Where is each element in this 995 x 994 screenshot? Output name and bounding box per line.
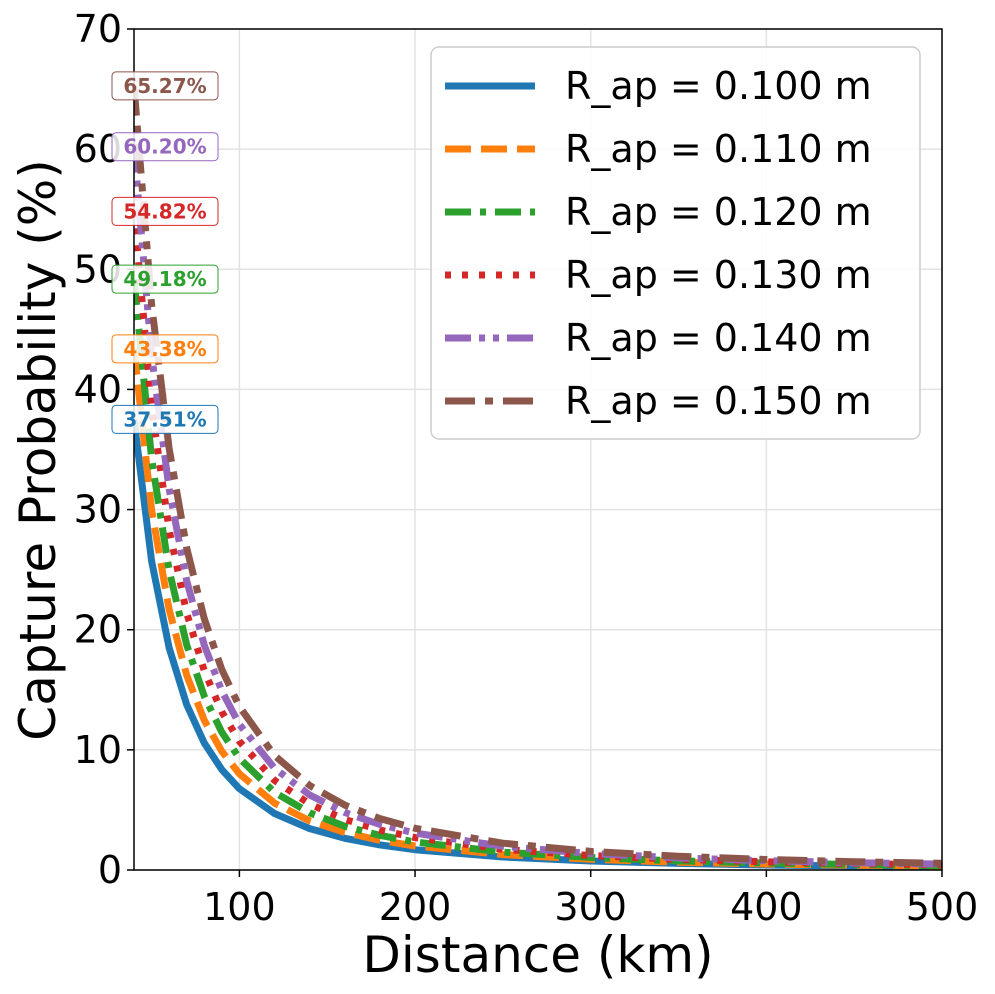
annotation-box: [111, 264, 219, 294]
annotation-label: 43.38%: [123, 337, 206, 361]
x-axis: 100 200 300 400 500: [203, 870, 978, 929]
start-value-annotations: 37.51% 43.38% 49.18% 54.82% 60.20% 65.27%: [111, 71, 219, 434]
annotation-label: 54.82%: [123, 199, 206, 223]
y-tick-label: 40: [74, 367, 122, 411]
series-line-3: [134, 278, 942, 870]
series-line-4: [134, 211, 942, 869]
annotation-5: 60.20%: [111, 132, 219, 162]
annotation-box: [111, 71, 219, 101]
y-tick-label: 70: [74, 7, 122, 51]
annotation-1: 37.51%: [111, 404, 219, 434]
x-tick-label: 400: [730, 885, 803, 929]
y-tick-label: 0: [98, 848, 122, 892]
series-lines: [134, 85, 942, 870]
annotation-label: 49.18%: [123, 267, 206, 291]
annotation-box: [111, 196, 219, 226]
legend-label: R_ap = 0.150 m: [565, 379, 872, 423]
x-tick-label: 100: [203, 885, 276, 929]
legend-label: R_ap = 0.100 m: [565, 64, 872, 108]
annotation-2: 43.38%: [111, 334, 219, 364]
annotation-6: 65.27%: [111, 71, 219, 101]
x-tick-label: 500: [906, 885, 979, 929]
annotation-3: 49.18%: [111, 264, 219, 294]
annotation-label: 60.20%: [123, 135, 206, 159]
legend-frame: [430, 46, 921, 440]
annotation-box: [111, 404, 219, 434]
annotation-label: 65.27%: [123, 74, 206, 98]
y-tick-label: 10: [74, 728, 122, 772]
annotation-box: [111, 334, 219, 364]
y-tick-label: 30: [74, 488, 122, 532]
legend-label: R_ap = 0.140 m: [565, 316, 872, 360]
legend-entry-6: R_ap = 0.150 m: [445, 379, 872, 423]
annotation-4: 54.82%: [111, 196, 219, 226]
series-line-5: [134, 146, 942, 868]
annotation-label: 37.51%: [123, 407, 206, 431]
legend-label: R_ap = 0.120 m: [565, 190, 872, 234]
legend-entry-3: R_ap = 0.120 m: [445, 190, 872, 234]
y-axis-title: Capture Probability (%): [9, 159, 67, 740]
series-line-6: [134, 85, 942, 867]
legend-label: R_ap = 0.130 m: [565, 253, 872, 297]
y-tick-label: 20: [74, 608, 122, 652]
legend-entry-1: R_ap = 0.100 m: [445, 64, 872, 108]
annotation-box: [111, 132, 219, 162]
x-tick-label: 200: [379, 885, 452, 929]
legend: R_ap = 0.100 m R_ap = 0.110 m R_ap = 0.120…: [430, 46, 921, 440]
legend-label: R_ap = 0.110 m: [565, 127, 872, 171]
x-tick-label: 300: [554, 885, 627, 929]
legend-entry-2: R_ap = 0.110 m: [445, 127, 872, 171]
legend-entry-5: R_ap = 0.140 m: [445, 316, 872, 360]
legend-entry-4: R_ap = 0.130 m: [445, 253, 872, 297]
plot-frame: [133, 28, 943, 871]
x-axis-title: Distance (km): [362, 926, 713, 984]
